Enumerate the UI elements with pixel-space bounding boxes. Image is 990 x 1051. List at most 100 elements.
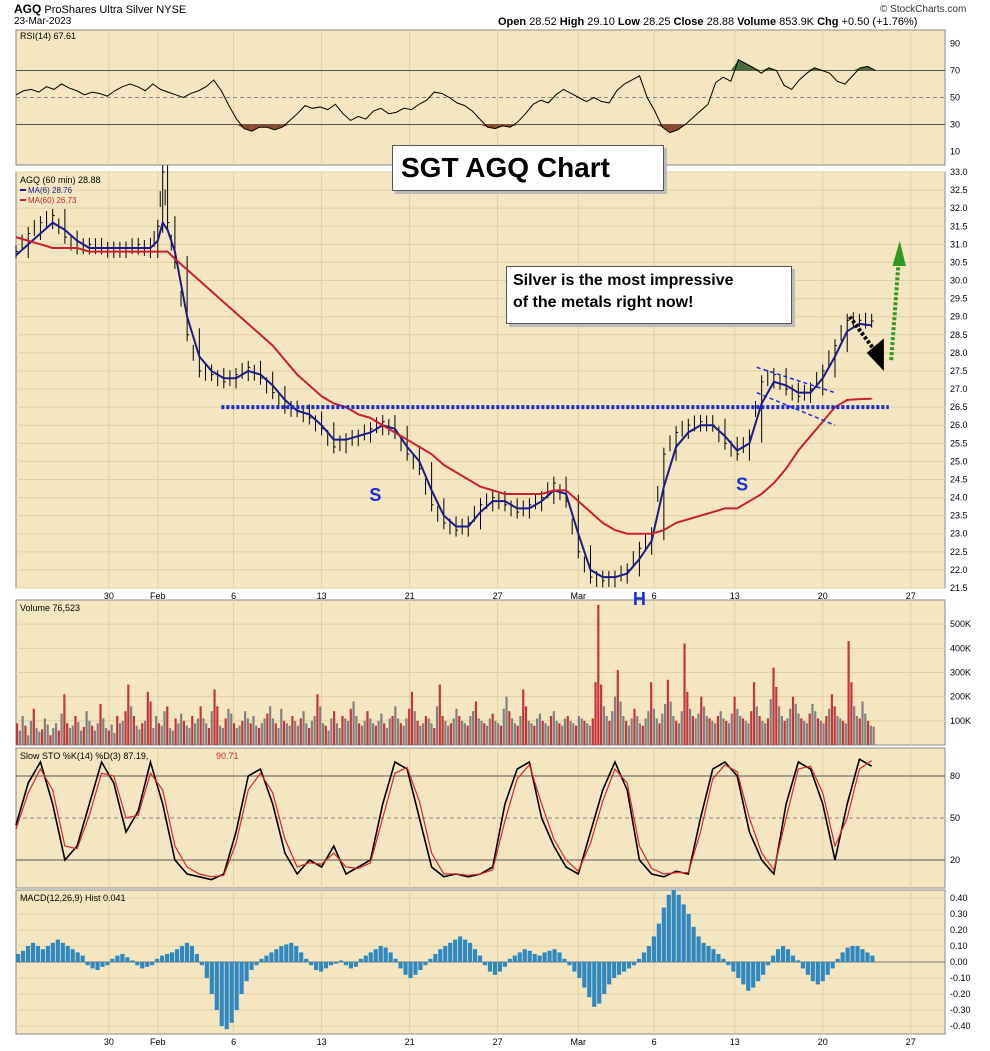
vol-bar-80 <box>238 725 241 745</box>
price-tick-15: 25.5 <box>950 438 968 448</box>
macd-hist-bar-86 <box>443 946 448 962</box>
macd-hist-bar-152 <box>771 955 776 962</box>
vol-bar-136 <box>394 706 397 745</box>
x-tick-price-1: Feb <box>150 591 166 601</box>
vol-bar-250 <box>711 720 714 745</box>
vol-bar-279 <box>791 696 795 745</box>
macd-hist-bar-60 <box>314 962 319 970</box>
sto-tick-2: 20 <box>950 855 960 865</box>
macd-hist-bar-75 <box>388 952 393 962</box>
vol-bar-39 <box>124 711 127 745</box>
vol-bar-60 <box>182 720 186 745</box>
macd-hist-bar-0 <box>16 954 21 962</box>
vol-bar-231 <box>658 723 661 745</box>
vol-bar-253 <box>719 711 722 745</box>
vol-bar-271 <box>769 699 772 745</box>
price-series-ma6 <box>15 220 872 579</box>
vol-bar-128 <box>371 723 375 745</box>
close-label: Close <box>673 16 704 28</box>
vol-bar-234 <box>666 679 669 745</box>
ma60-legend: MA(60) 26.73 <box>28 196 77 205</box>
open-label: Open <box>498 16 527 28</box>
vol-bar-138 <box>399 723 402 745</box>
vol-bar-11 <box>46 724 49 745</box>
vol-bar-24 <box>82 726 85 745</box>
vol-bar-182 <box>522 689 525 745</box>
vol-bar-248 <box>705 716 708 745</box>
vol-bar-242 <box>688 708 692 745</box>
vol-bar-269 <box>764 723 767 745</box>
vol-bar-58 <box>177 723 180 745</box>
arrow-down-head <box>866 338 884 371</box>
macd-hist-bar-17 <box>100 962 105 967</box>
vol-bar-184 <box>527 720 530 745</box>
macd-hist-bar-49 <box>259 958 264 962</box>
vol-label: Volume 76,523 <box>20 603 80 613</box>
macd-hist-bar-95 <box>487 962 493 972</box>
vol-bar-107 <box>313 716 316 745</box>
macd-hist-bar-91 <box>468 942 473 962</box>
macd-hist-bar-98 <box>502 962 507 967</box>
vol-bar-25 <box>85 711 88 745</box>
macd-hist-bar-149 <box>756 962 761 982</box>
macd-hist-bar-141 <box>716 954 721 962</box>
vol-bar-272 <box>772 667 775 745</box>
macd-hist-bar-123 <box>626 962 632 969</box>
vol-bar-205 <box>586 723 589 745</box>
vol-bar-262 <box>744 720 747 745</box>
vol-bar-143 <box>413 711 416 745</box>
vol-bar-204 <box>583 720 586 745</box>
vol-bar-301 <box>853 706 856 745</box>
macd-hist-bar-20 <box>115 955 120 962</box>
macd-hist-bar-4 <box>35 946 41 962</box>
macd-hist-bar-14 <box>85 962 90 966</box>
macd-hist-bar-172 <box>870 955 875 962</box>
vol-bar-94 <box>277 728 280 745</box>
vol-bar-264 <box>750 711 753 745</box>
x-tick-price-5: 27 <box>493 591 503 601</box>
vol-bar-270 <box>766 718 770 745</box>
vol-bar-200 <box>572 723 575 745</box>
macd-hist-bar-65 <box>338 960 344 962</box>
wedge-line-1 <box>756 391 836 426</box>
vol-bar-95 <box>280 708 283 745</box>
x-tick-price-3: 13 <box>317 591 327 601</box>
macd-hist-bar-136 <box>691 926 696 962</box>
vol-bar-90 <box>266 713 269 745</box>
macd-hist-bar-52 <box>274 949 279 962</box>
macd-hist-bar-31 <box>169 952 175 962</box>
price-tick-3: 31.5 <box>950 221 968 231</box>
macd-hist-bar-3 <box>30 942 36 962</box>
vol-bar-13 <box>52 728 55 745</box>
macd-hist-bar-100 <box>512 955 517 962</box>
vol-bar-305 <box>864 713 867 745</box>
macd-hist-bar-50 <box>264 955 269 962</box>
vol-tick-0: 500K <box>950 619 971 629</box>
vol-bar-167 <box>480 720 483 745</box>
vol-bar-30 <box>99 703 102 745</box>
vol-bar-5 <box>29 720 33 745</box>
vol-bar-206 <box>588 725 592 745</box>
vol-bar-156 <box>449 723 453 745</box>
vol-bar-119 <box>346 720 350 745</box>
vol-bar-64 <box>193 723 197 745</box>
vol-bar-268 <box>761 720 764 745</box>
vol-bar-196 <box>561 725 564 745</box>
vol-bar-137 <box>396 718 400 745</box>
vol-bar-4 <box>27 735 30 745</box>
macd-hist-bar-41 <box>219 962 224 1026</box>
vol-bar-226 <box>644 718 647 745</box>
vol-bar-197 <box>563 718 567 745</box>
x-tick-price-4: 21 <box>405 591 415 601</box>
vol-bar-238 <box>677 723 681 745</box>
x-tick-price-6: Mar <box>571 591 587 601</box>
macd-hist-bar-151 <box>766 962 771 966</box>
vol-bar-132 <box>383 723 386 745</box>
vol-bar-78 <box>232 723 236 745</box>
vol-bar-40 <box>127 684 130 745</box>
macd-hist-bar-108 <box>552 949 557 962</box>
vol-bar-133 <box>385 728 389 745</box>
macd-hist-bar-64 <box>333 962 339 964</box>
macd-hist-bar-35 <box>189 946 195 962</box>
vol-bar-105 <box>308 728 311 745</box>
